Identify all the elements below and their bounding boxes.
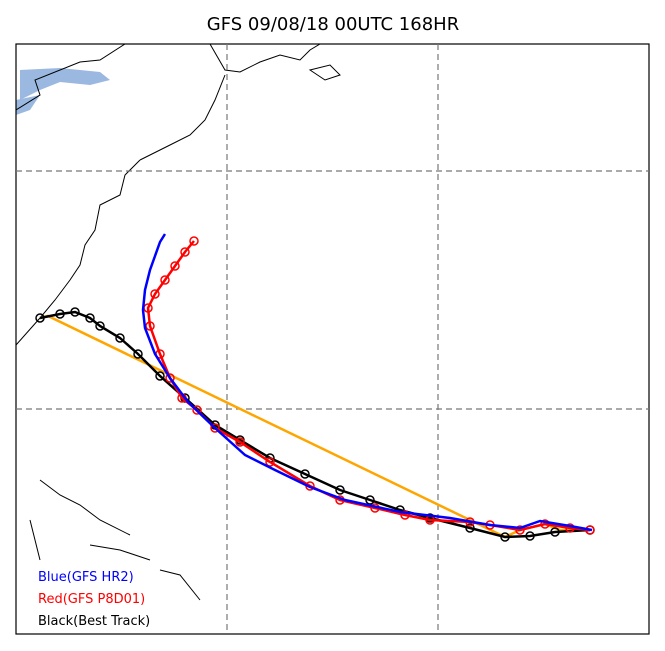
track-point bbox=[55, 309, 65, 319]
caribbean-islands bbox=[29, 479, 201, 601]
great-lakes bbox=[20, 68, 110, 100]
track-point bbox=[133, 349, 143, 359]
basemap bbox=[16, 44, 341, 601]
track-point bbox=[335, 485, 345, 495]
track-point bbox=[400, 510, 410, 520]
track-point bbox=[150, 289, 160, 299]
legend-entry: Black(Best Track) bbox=[38, 614, 150, 629]
coastline bbox=[209, 44, 321, 73]
track-point bbox=[160, 275, 170, 285]
track-point bbox=[235, 437, 245, 447]
track-line bbox=[39, 310, 591, 539]
legend-entry: Blue(GFS HR2) bbox=[38, 570, 134, 585]
legend-entry: Red(GFS P8D01) bbox=[38, 592, 145, 607]
track-point bbox=[155, 371, 165, 381]
track-point bbox=[170, 261, 180, 271]
track-point bbox=[95, 321, 105, 331]
tracks bbox=[35, 233, 595, 542]
map-frame bbox=[15, 43, 650, 635]
coastline bbox=[139, 74, 226, 161]
track-point bbox=[115, 333, 125, 343]
track-point bbox=[70, 307, 80, 317]
track-point bbox=[515, 525, 525, 535]
track-point bbox=[465, 523, 475, 533]
track-point bbox=[525, 531, 535, 541]
track-point bbox=[180, 247, 190, 257]
lake bbox=[16, 95, 40, 115]
track-point bbox=[565, 523, 575, 533]
track-point bbox=[500, 532, 510, 542]
island bbox=[308, 64, 341, 81]
track-point bbox=[210, 423, 220, 433]
track-point bbox=[189, 236, 199, 246]
track-point bbox=[365, 495, 375, 505]
track-line bbox=[141, 233, 593, 532]
track-point bbox=[540, 519, 550, 529]
track-point bbox=[35, 313, 45, 323]
track-point bbox=[192, 405, 202, 415]
coastline bbox=[16, 159, 141, 346]
track-point bbox=[300, 469, 310, 479]
track-point bbox=[265, 457, 275, 467]
track-point bbox=[165, 373, 175, 383]
map-title: GFS 09/08/18 00UTC 168HR bbox=[207, 14, 459, 35]
track-line bbox=[39, 314, 575, 539]
track-point bbox=[550, 527, 560, 537]
track-line bbox=[146, 240, 591, 532]
border bbox=[16, 44, 126, 111]
track-point bbox=[85, 313, 95, 323]
